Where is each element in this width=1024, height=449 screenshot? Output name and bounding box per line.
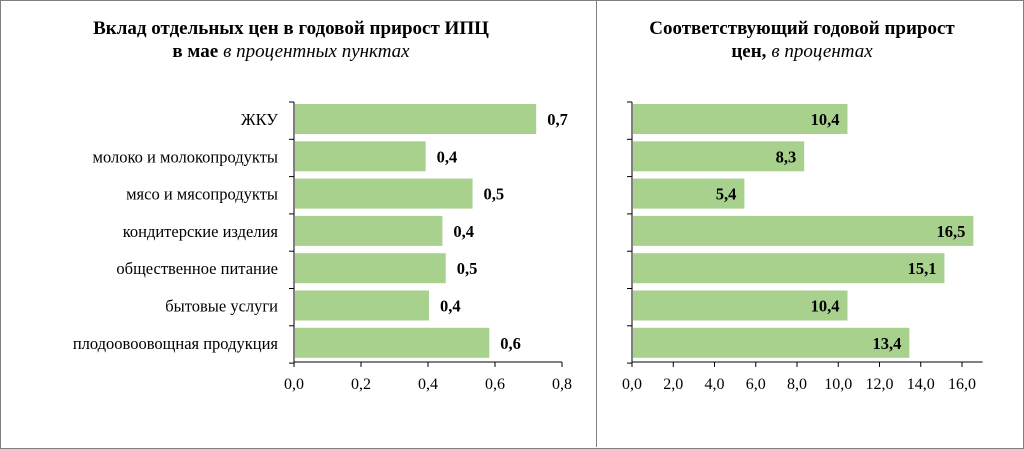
left-x-tick-label: 0,4: [418, 376, 438, 393]
left-data-label: 0,5: [457, 259, 478, 278]
left-category-label: общественное питание: [116, 259, 278, 278]
right-x-tick-label: 14,0: [907, 376, 935, 393]
right-chart-subtitle-bold: цен,: [731, 41, 766, 62]
left-data-label: 0,5: [484, 185, 505, 204]
left-data-label: 0,6: [500, 334, 521, 353]
left-chart-plot: 0,0 0,2 0,4 0,6 0,8 0,7 ЖКУ 0,4 молоко и молокоп…: [73, 101, 572, 393]
right-x-tick-label: 4,0: [705, 376, 725, 393]
left-bar: [295, 178, 473, 209]
right-x-tick-label: 16,0: [948, 376, 976, 393]
right-bar: [633, 215, 974, 246]
right-x-tick-label: 8,0: [787, 376, 807, 393]
right-chart-title: Соответствующий годовой прирост: [649, 18, 955, 39]
left-x-tick-label: 0,2: [351, 376, 371, 393]
left-bar: [295, 253, 446, 284]
right-bar: [633, 141, 805, 172]
right-data-label: 16,5: [936, 222, 965, 241]
right-chart-plot: 0,0 2,0 4,0 6,0 8,0 10,0 12,0 14,0 16,0 10,4 8,3 5,…: [622, 101, 983, 393]
right-x-tick-label: 0,0: [622, 376, 642, 393]
panel-divider: [596, 0, 597, 447]
left-chart-subtitle-italic: в процентных пунктах: [223, 41, 410, 62]
left-chart-subtitle-bold: в мае: [172, 41, 218, 62]
right-bar: [633, 253, 945, 284]
left-x-tick-label: 0,6: [485, 376, 505, 393]
left-data-label: 0,7: [547, 110, 568, 129]
right-data-label: 10,4: [811, 110, 840, 129]
right-bar: [633, 290, 848, 321]
right-bar: [633, 104, 848, 134]
right-bar: [633, 327, 910, 358]
right-data-label: 13,4: [873, 334, 902, 353]
left-category-label: плодоовоовощная продукция: [73, 334, 279, 353]
left-data-label: 0,4: [437, 147, 458, 166]
left-bar: [295, 327, 490, 358]
right-x-tick-label: 12,0: [866, 376, 894, 393]
right-x-tick-label: 2,0: [663, 376, 683, 393]
left-category-label: мясо и мясопродукты: [126, 185, 278, 204]
right-data-label: 10,4: [811, 297, 840, 316]
left-chart-title: Вклад отдельных цен в годовой прирост ИП…: [93, 18, 489, 39]
right-data-label: 5,4: [716, 185, 737, 204]
left-data-label: 0,4: [440, 297, 461, 316]
right-x-tick-label: 10,0: [824, 376, 852, 393]
left-bar: [295, 290, 429, 321]
left-x-tick-label: 0,8: [552, 376, 572, 393]
right-chart-subtitle: цен, в процентах: [731, 41, 873, 62]
left-bar: [295, 215, 443, 246]
left-category-label: бытовые услуги: [165, 297, 278, 316]
left-bar: [295, 141, 426, 172]
left-category-label: ЖКУ: [241, 110, 278, 129]
left-x-tick-label: 0,0: [284, 376, 304, 393]
right-data-label: 8,3: [776, 147, 797, 166]
left-category-label: молоко и молокопродукты: [93, 147, 278, 166]
left-chart-subtitle: в мае в процентных пунктах: [172, 41, 410, 62]
right-chart-subtitle-italic: в процентах: [771, 41, 873, 62]
left-bar: [295, 104, 537, 134]
right-x-tick-label: 6,0: [746, 376, 766, 393]
left-category-label: кондитерские изделия: [123, 222, 279, 241]
left-data-label: 0,4: [453, 222, 474, 241]
right-data-label: 15,1: [908, 259, 937, 278]
right-bar: [633, 178, 745, 209]
